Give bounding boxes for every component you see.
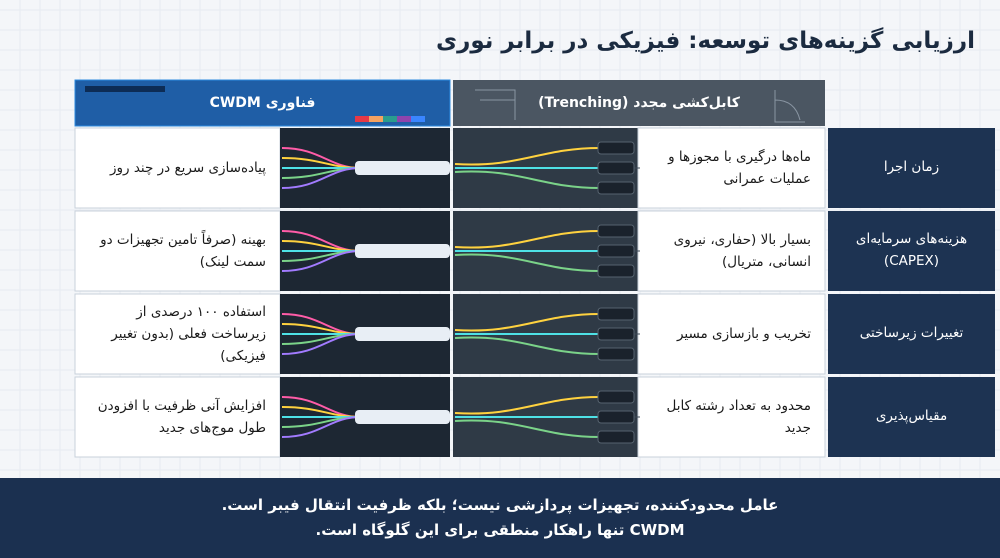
row-label: تغییرات زیرساختی: [859, 325, 964, 342]
footer-bg: [0, 478, 1000, 558]
trenching-header: کابل‌کشی مجدد (Trenching): [538, 95, 740, 111]
cwdm-header: فناوری CWDM: [209, 95, 316, 111]
cwdm-text-cell: [74, 293, 281, 375]
fiber-strand: [281, 250, 361, 272]
trenching-text: تخریب و بازسازی مسیر: [676, 325, 811, 342]
color-strip: [397, 116, 411, 122]
fiber-strand: [281, 167, 361, 189]
cwdm-text: بهینه (صرفاً تامین تجهیزات دو سمت لینک): [100, 231, 266, 270]
cable-line: [454, 419, 601, 438]
cable-connector: [597, 327, 635, 341]
cable-connector: [597, 347, 635, 361]
cable-connector: [597, 307, 635, 321]
cable-connector: [597, 161, 635, 175]
label-cell: [828, 211, 995, 291]
cwdm-text: افزایش آنی ظرفیت با افزودن طول موج‌های ج…: [97, 397, 266, 436]
color-strip: [411, 116, 425, 122]
cable-connector: [597, 430, 635, 444]
fiber-strand: [281, 416, 361, 438]
cable-connector: [597, 224, 635, 238]
label-cell: [828, 128, 995, 208]
fiber-tube: [355, 410, 450, 424]
color-strip: [369, 116, 383, 122]
fiber-strand: [281, 333, 361, 355]
cwdm-text-cell: [74, 210, 281, 292]
cable-line: [454, 170, 601, 189]
cwdm-header-accent: [85, 86, 165, 92]
cable-line: [454, 313, 601, 332]
cable-connector: [597, 264, 635, 278]
cable-line: [454, 147, 601, 166]
trenching-text: بسیار بالا (حفاری، نیروی انسانی، متریال): [673, 231, 811, 270]
fiber-tube: [355, 327, 450, 341]
cwdm-text-cell: [74, 127, 281, 209]
footer-line: عامل محدودکننده، تجهیزات پردازشی نیست؛ ب…: [221, 496, 779, 515]
cable-connector: [597, 390, 635, 404]
cable-line: [454, 253, 601, 272]
label-cell: [828, 294, 995, 374]
blueprint-icon: [475, 89, 805, 123]
color-strip: [383, 116, 397, 122]
cwdm-text-cell: [74, 376, 281, 458]
row-label: مقیاس‌پذیری: [875, 408, 948, 425]
row-label: زمان اجرا: [883, 159, 940, 176]
label-cell: [828, 377, 995, 457]
row-label: هزینه‌های سرمایه‌ای (CAPEX): [855, 231, 968, 269]
footer-line: CWDM تنها راهکار منطقی برای این گلوگاه ا…: [315, 521, 685, 539]
cable-connector: [597, 244, 635, 258]
cable-connector: [597, 181, 635, 195]
cwdm-text: پیاده‌سازی سریع در چند روز: [109, 159, 266, 176]
trenching-text-cell: [637, 376, 826, 458]
cwdm-text: استفاده ۱۰۰ درصدی از زیرساخت فعلی (بدون …: [111, 303, 266, 365]
fiber-tube: [355, 244, 450, 258]
trenching-text-cell: [637, 210, 826, 292]
color-strip: [355, 116, 369, 122]
trenching-text: محدود به تعداد رشته کابل جدید: [666, 397, 811, 436]
trenching-text-cell: [637, 127, 826, 209]
cable-line: [454, 230, 601, 249]
title: ارزیابی گزینه‌های توسعه: فیزیکی در برابر…: [436, 28, 975, 54]
trenching-text-cell: [637, 293, 826, 375]
cable-connector: [597, 141, 635, 155]
cable-line: [454, 336, 601, 355]
fiber-tube: [355, 161, 450, 175]
trenching-text: ماه‌ها درگیری با مجوزها و عملیات عمرانی: [668, 148, 811, 187]
cable-connector: [597, 410, 635, 424]
cable-line: [454, 396, 601, 415]
footer: عامل محدودکننده، تجهیزات پردازشی نیست؛ ب…: [60, 486, 940, 550]
